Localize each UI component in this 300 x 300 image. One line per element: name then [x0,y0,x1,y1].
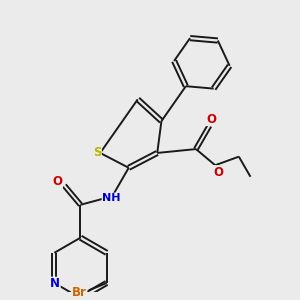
Text: N: N [50,277,60,290]
Text: O: O [213,166,223,179]
Text: O: O [52,175,62,188]
Text: S: S [93,146,101,159]
Text: O: O [206,112,216,125]
Text: Br: Br [72,286,87,299]
Text: NH: NH [102,193,121,203]
